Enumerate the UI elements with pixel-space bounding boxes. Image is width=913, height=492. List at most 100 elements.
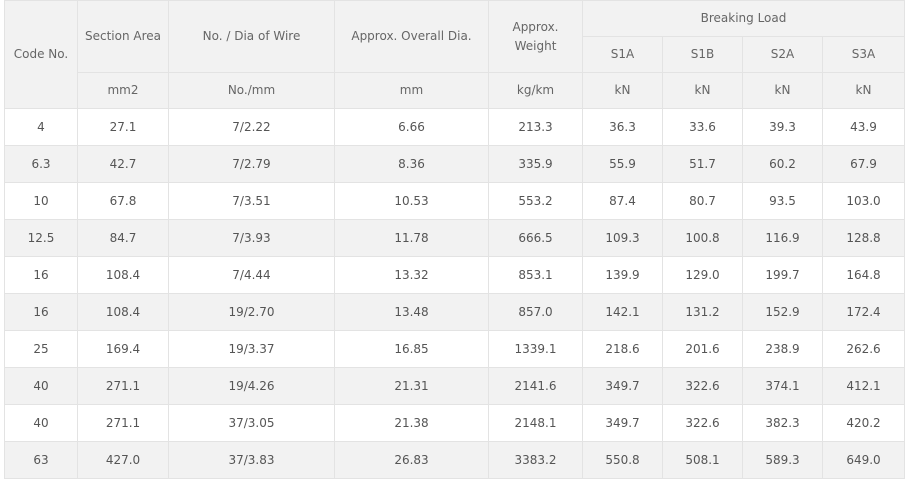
- header-s1a: S1A: [582, 36, 663, 73]
- table-cell: 857.0: [488, 293, 583, 331]
- table-cell: 199.7: [742, 256, 823, 294]
- header-wire: No. / Dia of Wire: [168, 0, 335, 73]
- table-cell: 131.2: [662, 293, 743, 331]
- table-cell: 16: [4, 293, 78, 331]
- header-s3a: S3A: [822, 36, 905, 73]
- table-cell: 39.3: [742, 108, 823, 146]
- table-cell: 164.8: [822, 256, 905, 294]
- table-cell: 349.7: [582, 404, 663, 442]
- unit-cell: kN: [742, 72, 823, 109]
- table-cell: 7/2.79: [168, 145, 335, 183]
- table-cell: 152.9: [742, 293, 823, 331]
- table-cell: 60.2: [742, 145, 823, 183]
- table-cell: 87.4: [582, 182, 663, 220]
- table-cell: 84.7: [77, 219, 169, 257]
- table-body: 4 27.1 7/2.22 6.66 213.3 36.3 33.6 39.3 43.9 6.3 4…: [4, 108, 905, 479]
- table-cell: 43.9: [822, 108, 905, 146]
- table-row: 16 108.4 7/4.44 13.32 853.1 139.9 129.0 199.7 16…: [4, 256, 905, 294]
- table-cell: 238.9: [742, 330, 823, 368]
- table-cell: 7/3.51: [168, 182, 335, 220]
- table-cell: 1339.1: [488, 330, 583, 368]
- table-cell: 19/3.37: [168, 330, 335, 368]
- header-section-area: Section Area: [77, 0, 169, 73]
- table-cell: 142.1: [582, 293, 663, 331]
- table-cell: 589.3: [742, 441, 823, 479]
- unit-cell: kN: [582, 72, 663, 109]
- table-row: 4 27.1 7/2.22 6.66 213.3 36.3 33.6 39.3 43.9: [4, 108, 905, 146]
- table-cell: 271.1: [77, 404, 169, 442]
- table-cell: 218.6: [582, 330, 663, 368]
- table-row: 12.5 84.7 7/3.93 11.78 666.5 109.3 100.8 116.9 1…: [4, 219, 905, 257]
- table-cell: 3383.2: [488, 441, 583, 479]
- table-cell: 109.3: [582, 219, 663, 257]
- table-cell: 322.6: [662, 367, 743, 405]
- table-cell: 13.32: [334, 256, 489, 294]
- table-cell: 335.9: [488, 145, 583, 183]
- table-cell: 11.78: [334, 219, 489, 257]
- table-cell: 103.0: [822, 182, 905, 220]
- header-s1b: S1B: [662, 36, 743, 73]
- units-row: mm2 No./mm mm kg/km kN kN kN kN: [5, 72, 905, 109]
- table-cell: 6.3: [4, 145, 78, 183]
- table-cell: 427.0: [77, 441, 169, 479]
- table-header: Code No. Section Area No. / Dia of Wire …: [4, 0, 905, 109]
- table-row: 40 271.1 37/3.05 21.38 2148.1 349.7 322.6 382.3…: [4, 404, 905, 442]
- table-row: 16 108.4 19/2.70 13.48 857.0 142.1 131.2 152.9 1…: [4, 293, 905, 331]
- table-cell: 40: [4, 404, 78, 442]
- table-cell: 93.5: [742, 182, 823, 220]
- table-cell: 37/3.83: [168, 441, 335, 479]
- header-s2a: S2A: [742, 36, 823, 73]
- table-cell: 649.0: [822, 441, 905, 479]
- table-cell: 420.2: [822, 404, 905, 442]
- table-cell: 8.36: [334, 145, 489, 183]
- unit-cell: kN: [822, 72, 905, 109]
- table-cell: 67.8: [77, 182, 169, 220]
- table-cell: 67.9: [822, 145, 905, 183]
- table-cell: 63: [4, 441, 78, 479]
- table-cell: 262.6: [822, 330, 905, 368]
- table-cell: 4: [4, 108, 78, 146]
- table-cell: 322.6: [662, 404, 743, 442]
- table-row: 63 427.0 37/3.83 26.83 3383.2 550.8 508.1 589.3…: [4, 441, 905, 479]
- table-cell: 10: [4, 182, 78, 220]
- table-cell: 40: [4, 367, 78, 405]
- table-cell: 37/3.05: [168, 404, 335, 442]
- table-cell: 853.1: [488, 256, 583, 294]
- table-cell: 7/2.22: [168, 108, 335, 146]
- table-cell: 374.1: [742, 367, 823, 405]
- table-cell: 349.7: [582, 367, 663, 405]
- table-cell: 16: [4, 256, 78, 294]
- header-code-no: Code No.: [4, 0, 78, 109]
- header-overall-dia: Approx. Overall Dia.: [334, 0, 489, 73]
- table-cell: 172.4: [822, 293, 905, 331]
- table-cell: 271.1: [77, 367, 169, 405]
- table-cell: 26.83: [334, 441, 489, 479]
- table-cell: 7/3.93: [168, 219, 335, 257]
- table-row: 6.3 42.7 7/2.79 8.36 335.9 55.9 51.7 60.2 67.9: [4, 145, 905, 183]
- table-row: 25 169.4 19/3.37 16.85 1339.1 218.6 201.6 238.9…: [4, 330, 905, 368]
- header-breaking-load: Breaking Load: [582, 0, 905, 37]
- table-cell: 7/4.44: [168, 256, 335, 294]
- table-cell: 6.66: [334, 108, 489, 146]
- table-cell: 108.4: [77, 256, 169, 294]
- table-row: 40 271.1 19/4.26 21.31 2141.6 349.7 322.6 374.1…: [4, 367, 905, 405]
- table-cell: 25: [4, 330, 78, 368]
- table-cell: 10.53: [334, 182, 489, 220]
- table-cell: 16.85: [334, 330, 489, 368]
- unit-cell: mm2: [77, 72, 169, 109]
- table-wrapper: Code No. Section Area No. / Dia of Wire …: [4, 0, 905, 479]
- table-cell: 19/2.70: [168, 293, 335, 331]
- table-cell: 33.6: [662, 108, 743, 146]
- table-cell: 13.48: [334, 293, 489, 331]
- table-cell: 128.8: [822, 219, 905, 257]
- header-weight: Approx. Weight: [488, 0, 583, 73]
- table-cell: 108.4: [77, 293, 169, 331]
- table-cell: 116.9: [742, 219, 823, 257]
- unit-cell: mm: [334, 72, 489, 109]
- table-row: 10 67.8 7/3.51 10.53 553.2 87.4 80.7 93.5 103.0: [4, 182, 905, 220]
- table-cell: 80.7: [662, 182, 743, 220]
- table-cell: 382.3: [742, 404, 823, 442]
- table-cell: 42.7: [77, 145, 169, 183]
- table-cell: 201.6: [662, 330, 743, 368]
- table-cell: 100.8: [662, 219, 743, 257]
